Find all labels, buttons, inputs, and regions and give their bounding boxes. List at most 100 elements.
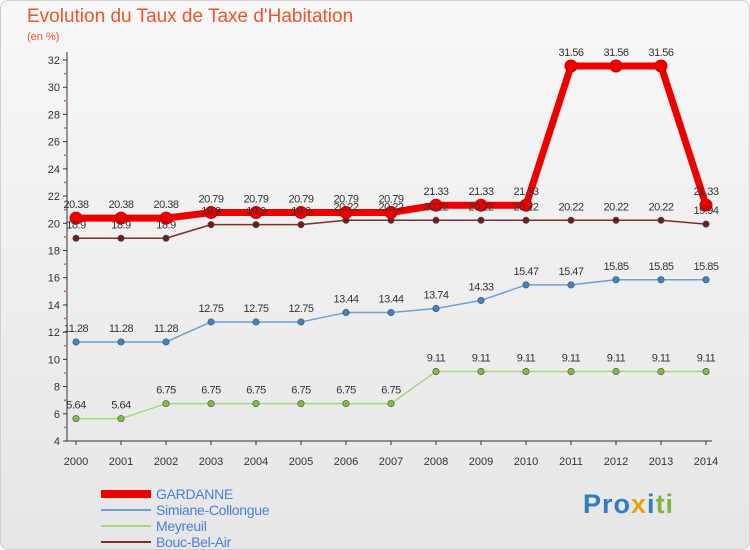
data-point-simiane-collongue-2010 xyxy=(522,281,530,289)
data-point-gardanne-2000 xyxy=(69,211,83,225)
data-point-simiane-collongue-2012 xyxy=(612,276,620,284)
y-minor-dot-4 xyxy=(64,317,66,320)
data-label-meyreuil-2005: 6.75 xyxy=(291,385,311,397)
data-label-simiane-collongue-2011: 15.47 xyxy=(558,266,583,278)
data-label-meyreuil-2009: 9.11 xyxy=(472,352,491,364)
x-tick-label-10: 2010 xyxy=(514,456,538,468)
data-point-bouc-bel-air-2014 xyxy=(702,220,710,228)
legend-label-bouc-bel-air: Bouc-Bel-Air xyxy=(156,534,231,550)
data-point-simiane-collongue-2002 xyxy=(162,338,170,346)
x-tick-label-11: 2011 xyxy=(559,456,583,468)
data-point-gardanne-2014 xyxy=(699,198,713,212)
y-minor-dot-2 xyxy=(64,372,66,374)
data-point-bouc-bel-air-2003 xyxy=(207,221,215,229)
data-point-simiane-collongue-2003 xyxy=(207,318,215,326)
data-label-bouc-bel-air-2011: 20.22 xyxy=(558,201,583,213)
data-point-meyreuil-2003 xyxy=(207,400,215,408)
data-point-bouc-bel-air-2010 xyxy=(522,216,530,224)
y-tick-label-9: 22 xyxy=(48,191,60,203)
y-tick-label-0: 4 xyxy=(54,436,60,448)
data-label-meyreuil-2004: 6.75 xyxy=(246,385,266,397)
data-label-bouc-bel-air-2000: 18.9 xyxy=(66,219,86,231)
data-label-simiane-collongue-2014: 15.85 xyxy=(693,261,718,273)
data-point-meyreuil-2007 xyxy=(387,400,395,408)
data-point-gardanne-2012 xyxy=(609,59,623,73)
data-point-simiane-collongue-2008 xyxy=(432,304,440,312)
data-point-meyreuil-2010 xyxy=(522,367,530,375)
data-point-bouc-bel-air-2013 xyxy=(657,216,665,224)
x-tick-label-5: 2005 xyxy=(289,456,313,468)
y-tick-label-12: 28 xyxy=(48,109,60,121)
data-point-bouc-bel-air-2002 xyxy=(162,234,170,242)
data-label-gardanne-2011: 31.56 xyxy=(558,47,583,59)
legend-label-gardanne: GARDANNE xyxy=(156,486,233,502)
data-label-bouc-bel-air-2003: 19.9 xyxy=(201,206,221,218)
data-label-meyreuil-2011: 9.11 xyxy=(562,352,581,364)
data-label-meyreuil-2002: 6.75 xyxy=(156,385,176,397)
y-minor-dot-12 xyxy=(64,99,66,102)
data-point-simiane-collongue-2014 xyxy=(702,276,710,284)
data-point-gardanne-2002 xyxy=(159,211,173,225)
data-point-meyreuil-2012 xyxy=(612,367,620,375)
data-label-meyreuil-2010: 9.11 xyxy=(517,352,536,364)
x-tick-label-8: 2008 xyxy=(424,456,448,468)
data-point-gardanne-2009 xyxy=(474,198,488,212)
data-point-bouc-bel-air-2004 xyxy=(252,221,260,229)
legend-label-simiane-collongue: Simiane-Collongue xyxy=(156,502,270,518)
y-minor-dot-7 xyxy=(64,235,66,238)
data-point-meyreuil-2004 xyxy=(252,400,260,408)
x-tick-label-1: 2001 xyxy=(109,456,133,468)
data-point-bouc-bel-air-2008 xyxy=(432,216,440,224)
data-point-gardanne-2003 xyxy=(204,206,218,220)
data-point-meyreuil-2009 xyxy=(477,367,485,375)
data-label-simiane-collongue-2001: 11.28 xyxy=(109,323,134,335)
data-label-simiane-collongue-2013: 15.85 xyxy=(648,261,673,273)
x-tick-label-14: 2014 xyxy=(694,456,718,468)
data-label-simiane-collongue-2000: 11.28 xyxy=(64,323,89,335)
data-point-meyreuil-2008 xyxy=(432,367,440,375)
x-tick-label-13: 2013 xyxy=(649,456,673,468)
data-point-bouc-bel-air-2001 xyxy=(117,234,125,242)
y-minor-dot-11 xyxy=(64,127,66,129)
y-axis-unit-label: (en %) xyxy=(27,31,60,43)
data-point-gardanne-2007 xyxy=(384,206,398,220)
data-label-gardanne-2000: 20.38 xyxy=(63,199,88,211)
x-tick-label-3: 2003 xyxy=(199,456,223,468)
y-minor-dot-5 xyxy=(64,290,66,293)
data-label-bouc-bel-air-2013: 20.22 xyxy=(648,201,673,213)
data-point-bouc-bel-air-2011 xyxy=(567,216,575,224)
data-label-gardanne-2007: 20.79 xyxy=(378,194,403,206)
data-label-simiane-collongue-2002: 11.28 xyxy=(154,323,179,335)
data-point-simiane-collongue-2000 xyxy=(72,338,80,346)
data-point-bouc-bel-air-2012 xyxy=(612,216,620,224)
data-label-bouc-bel-air-2009: 20.22 xyxy=(468,201,493,213)
x-tick-label-12: 2012 xyxy=(604,456,628,468)
x-tick-label-0: 2000 xyxy=(64,456,88,468)
data-label-bouc-bel-air-2007: 20.22 xyxy=(378,201,403,213)
data-point-gardanne-2004 xyxy=(249,206,263,220)
data-label-meyreuil-2014: 9.11 xyxy=(697,352,716,364)
data-label-gardanne-2004: 20.79 xyxy=(243,194,268,206)
data-point-meyreuil-2000 xyxy=(72,415,80,423)
data-label-gardanne-2014: 21.33 xyxy=(693,186,718,198)
data-point-simiane-collongue-2004 xyxy=(252,318,260,326)
data-point-bouc-bel-air-2009 xyxy=(477,216,485,224)
proxiti-logo: Proxiti xyxy=(583,489,675,519)
data-point-simiane-collongue-2007 xyxy=(387,309,395,317)
y-tick-label-2: 8 xyxy=(54,382,60,394)
data-point-gardanne-2008 xyxy=(429,198,443,212)
data-label-meyreuil-2008: 9.11 xyxy=(427,352,446,364)
data-label-bouc-bel-air-2012: 20.22 xyxy=(603,201,628,213)
data-label-gardanne-2010: 21.33 xyxy=(513,186,538,198)
y-tick-label-3: 10 xyxy=(48,354,60,366)
data-label-simiane-collongue-2012: 15.85 xyxy=(603,261,628,273)
x-tick-label-7: 2007 xyxy=(379,456,403,468)
y-minor-dot-9 xyxy=(64,181,66,184)
y-tick-label-1: 6 xyxy=(54,409,60,421)
chart-title: Evolution du Taux de Taxe d'Habitation xyxy=(27,6,354,27)
data-label-gardanne-2003: 20.79 xyxy=(198,194,223,206)
data-point-simiane-collongue-2005 xyxy=(297,318,305,326)
y-tick-label-8: 20 xyxy=(48,218,60,230)
y-minor-dot-6 xyxy=(64,263,66,266)
x-tick-label-6: 2006 xyxy=(334,456,358,468)
